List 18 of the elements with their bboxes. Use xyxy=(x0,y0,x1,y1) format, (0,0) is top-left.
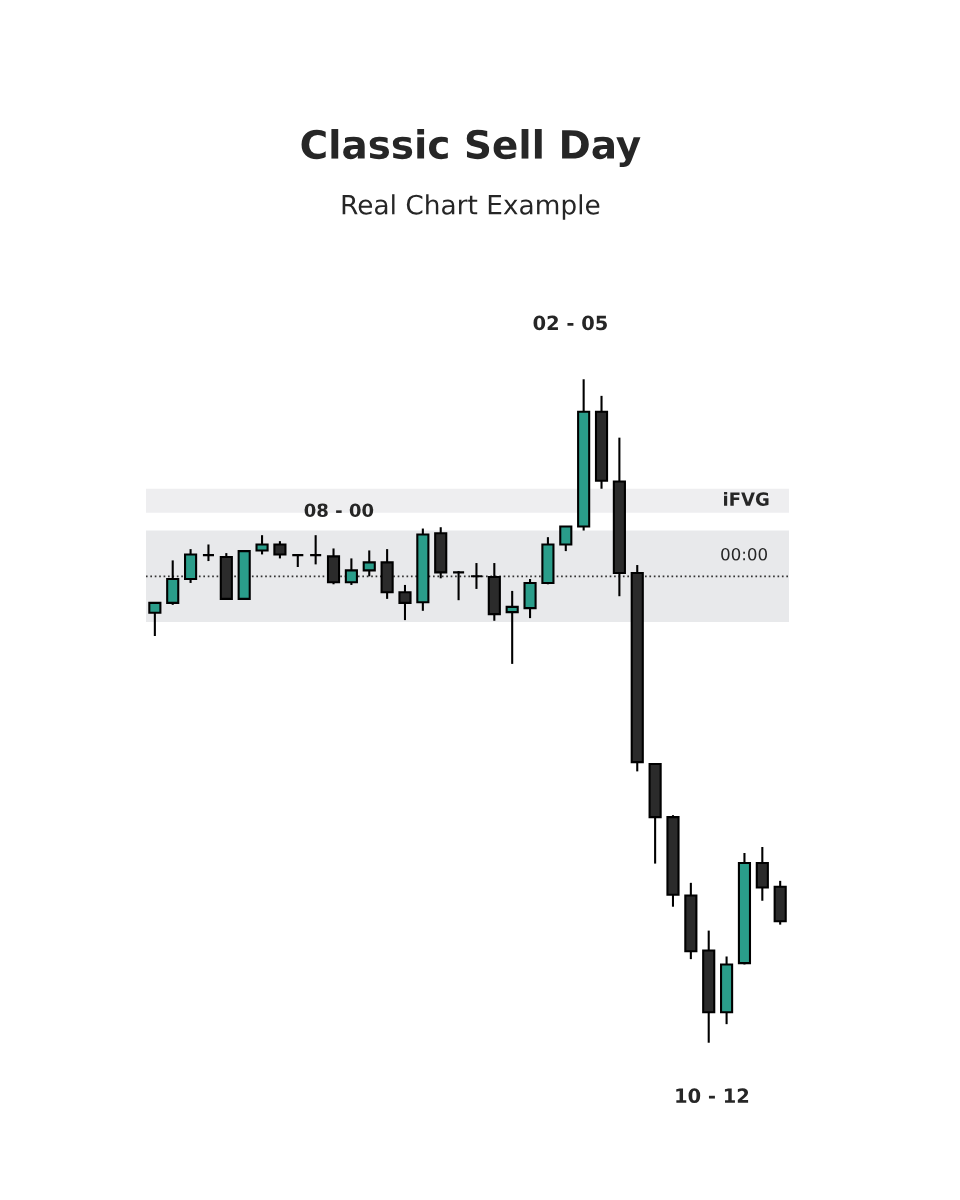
candlestick xyxy=(362,549,376,578)
band-label: iFVG xyxy=(724,491,769,506)
candlestick xyxy=(452,569,466,602)
chart-title: Classic Sell Day xyxy=(301,129,641,167)
band-label: 08 - 00 xyxy=(304,503,374,518)
text: 10 - 12 xyxy=(676,1088,749,1104)
candlestick xyxy=(166,559,180,606)
annotation: 00:00 xyxy=(721,547,767,561)
candlestick xyxy=(469,562,484,590)
candlestick xyxy=(505,589,519,665)
candlestick xyxy=(344,557,358,586)
candlestick xyxy=(255,534,269,556)
text: 02 - 05 xyxy=(533,315,607,331)
candlestick xyxy=(559,525,573,553)
candlestick xyxy=(148,601,162,638)
candlestick xyxy=(309,534,323,566)
candlestick xyxy=(398,583,412,622)
chart-subtitle: Real Chart Example xyxy=(342,194,600,220)
